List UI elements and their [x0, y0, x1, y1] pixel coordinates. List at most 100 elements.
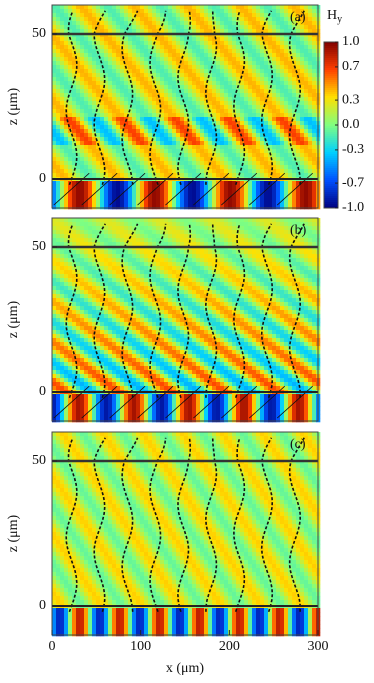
field-cell: [128, 205, 132, 209]
field-cell: [112, 5, 116, 9]
field-cell: [156, 222, 160, 226]
field-cell: [232, 173, 236, 177]
field-cell: [104, 13, 108, 17]
field-cell: [208, 145, 212, 149]
field-cell: [244, 230, 248, 234]
field-cell: [312, 298, 316, 302]
field-cell: [52, 49, 56, 53]
field-cell: [280, 9, 284, 13]
field-cell: [80, 105, 84, 109]
field-cell: [212, 205, 216, 209]
field-cell: [144, 53, 148, 57]
field-cell: [180, 294, 184, 298]
field-cell: [84, 93, 88, 97]
field-cell: [280, 61, 284, 65]
field-cell: [160, 205, 164, 209]
field-cell: [232, 262, 236, 266]
field-cell: [164, 57, 168, 61]
colorbar-cell: [324, 142, 338, 144]
field-cell: [60, 89, 64, 93]
field-cell: [224, 97, 228, 101]
field-cell: [256, 270, 260, 274]
field-cell: [60, 5, 64, 9]
field-cell: [76, 85, 80, 89]
field-cell: [124, 193, 128, 197]
field-cell: [284, 286, 288, 290]
field-cell: [116, 9, 120, 13]
field-cell: [104, 234, 108, 238]
field-cell: [188, 149, 192, 153]
field-cell: [272, 274, 276, 278]
field-cell: [84, 141, 88, 145]
field-cell: [164, 197, 168, 201]
field-cell: [180, 161, 184, 165]
field-cell: [308, 73, 312, 77]
field-cell: [312, 65, 316, 69]
field-cell: [272, 65, 276, 69]
field-cell: [144, 157, 148, 161]
field-cell: [88, 274, 92, 278]
field-cell: [220, 97, 224, 101]
field-cell: [300, 193, 304, 197]
field-cell: [264, 157, 268, 161]
field-cell: [96, 133, 100, 137]
field-cell: [216, 17, 220, 21]
field-cell: [280, 230, 284, 234]
field-cell: [128, 129, 132, 133]
field-cell: [92, 201, 96, 205]
field-cell: [60, 222, 64, 226]
field-cell: [220, 222, 224, 226]
field-cell: [240, 238, 244, 242]
field-cell: [120, 201, 124, 205]
field-cell: [224, 117, 228, 121]
field-cell: [140, 294, 144, 298]
field-cell: [140, 222, 144, 226]
field-cell: [124, 53, 128, 57]
field-cell: [244, 105, 248, 109]
field-cell: [240, 189, 244, 193]
field-cell: [140, 57, 144, 61]
field-cell: [164, 53, 168, 57]
field-cell: [232, 5, 236, 9]
field-cell: [160, 37, 164, 41]
field-cell: [248, 153, 252, 157]
field-cell: [160, 133, 164, 137]
field-cell: [196, 117, 200, 121]
field-cell: [248, 41, 252, 45]
field-cell: [136, 21, 140, 25]
field-cell: [200, 282, 204, 286]
field-cell: [224, 226, 228, 230]
field-cell: [72, 125, 76, 129]
field-cell: [156, 145, 160, 149]
field-cell: [252, 29, 256, 33]
field-cell: [296, 193, 300, 197]
field-cell: [136, 73, 140, 77]
field-cell: [192, 226, 196, 230]
field-cell: [144, 254, 148, 258]
field-cell: [148, 238, 152, 242]
field-cell: [96, 41, 100, 45]
field-cell: [172, 85, 176, 89]
field-cell: [184, 238, 188, 242]
field-cell: [88, 298, 92, 302]
field-cell: [160, 290, 164, 294]
field-cell: [192, 254, 196, 258]
field-cell: [56, 37, 60, 41]
field-cell: [172, 73, 176, 77]
field-cell: [96, 181, 100, 185]
field-cell: [280, 286, 284, 290]
field-cell: [180, 165, 184, 169]
field-cell: [92, 270, 96, 274]
field-cell: [260, 266, 264, 270]
field-cell: [80, 189, 84, 193]
field-cell: [112, 218, 116, 222]
field-cell: [136, 250, 140, 254]
field-cell: [148, 205, 152, 209]
field-cell: [108, 165, 112, 169]
field-cell: [108, 129, 112, 133]
field-cell: [104, 41, 108, 45]
field-cell: [252, 105, 256, 109]
field-cell: [180, 37, 184, 41]
field-cell: [264, 121, 268, 125]
field-cell: [268, 25, 272, 29]
